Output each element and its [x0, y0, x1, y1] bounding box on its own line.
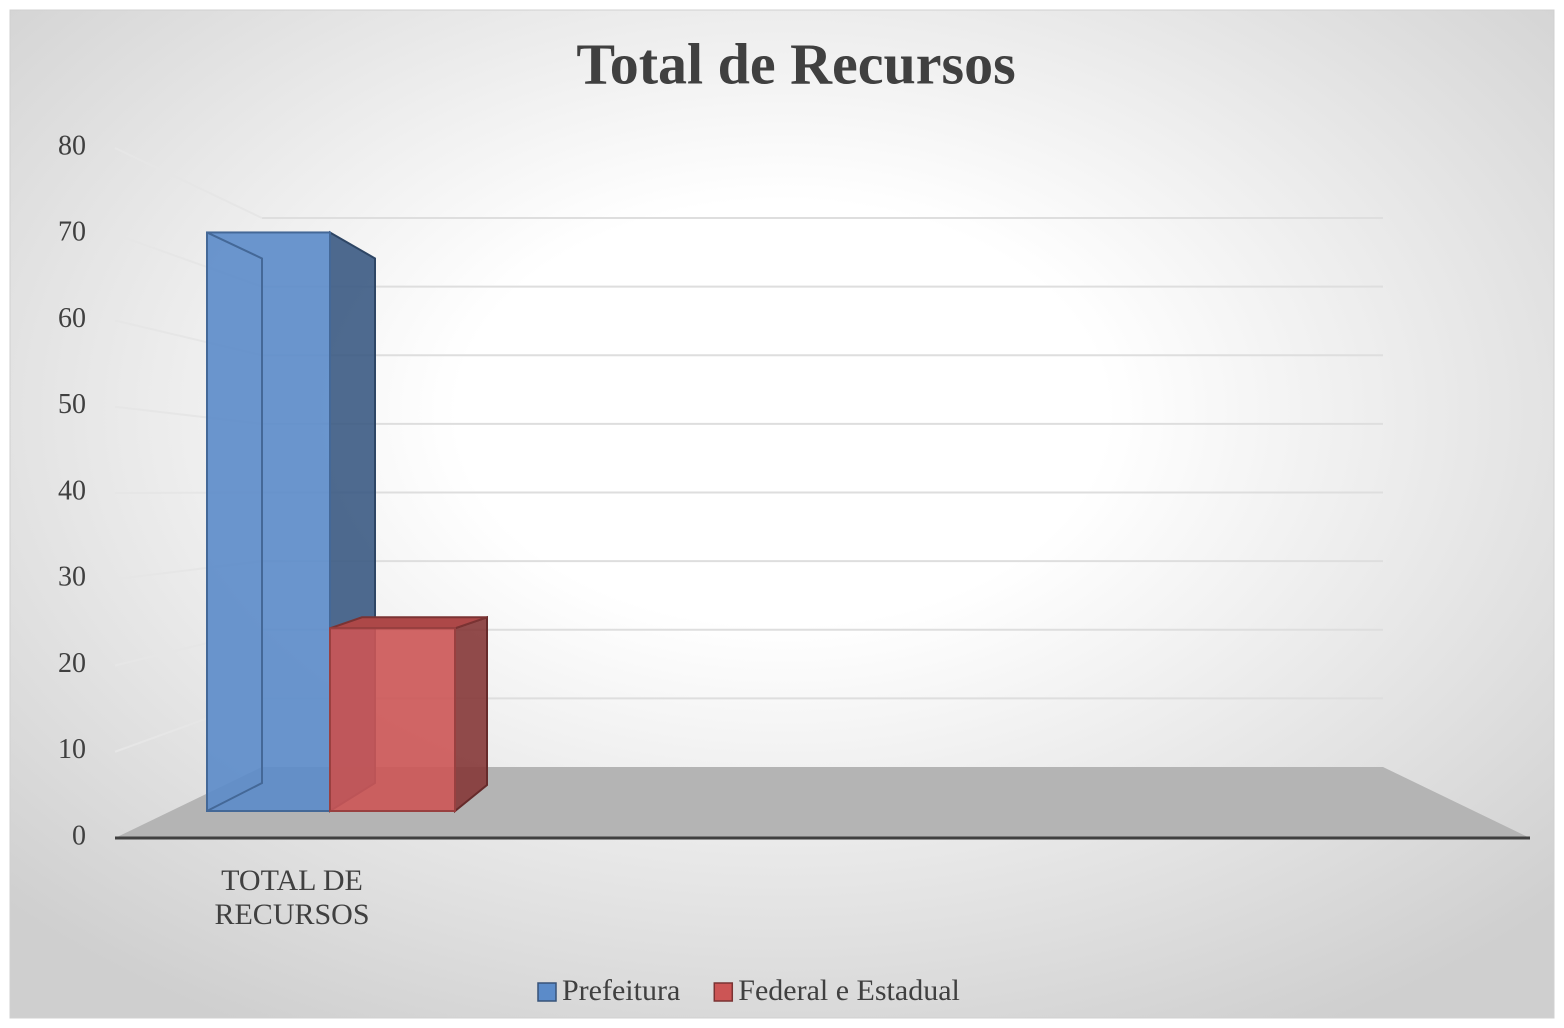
y-tick-label: 30 [58, 562, 86, 593]
y-tick-label: 50 [58, 389, 86, 420]
bar [329, 627, 456, 812]
bar [206, 231, 331, 812]
y-tick-label: 60 [58, 303, 86, 334]
bar-side [454, 615, 488, 814]
legend-label: Prefeitura [562, 974, 680, 1007]
y-tick-label: 0 [72, 820, 86, 851]
y-tick-label: 20 [58, 648, 86, 679]
chart-title: Total de Recursos [576, 31, 1015, 96]
y-tick-label: 10 [58, 734, 86, 765]
legend-swatch [537, 982, 557, 1002]
y-tick-label: 80 [58, 130, 86, 161]
y-tick-label: 40 [58, 475, 86, 506]
x-tick-label: TOTAL DE RECURSOS [214, 864, 370, 931]
grid-line [114, 147, 263, 219]
y-tick-label: 70 [58, 217, 86, 248]
bar-edge [206, 231, 263, 812]
legend-label: Federal e Estadual [738, 974, 960, 1007]
legend-swatch [713, 982, 734, 1002]
